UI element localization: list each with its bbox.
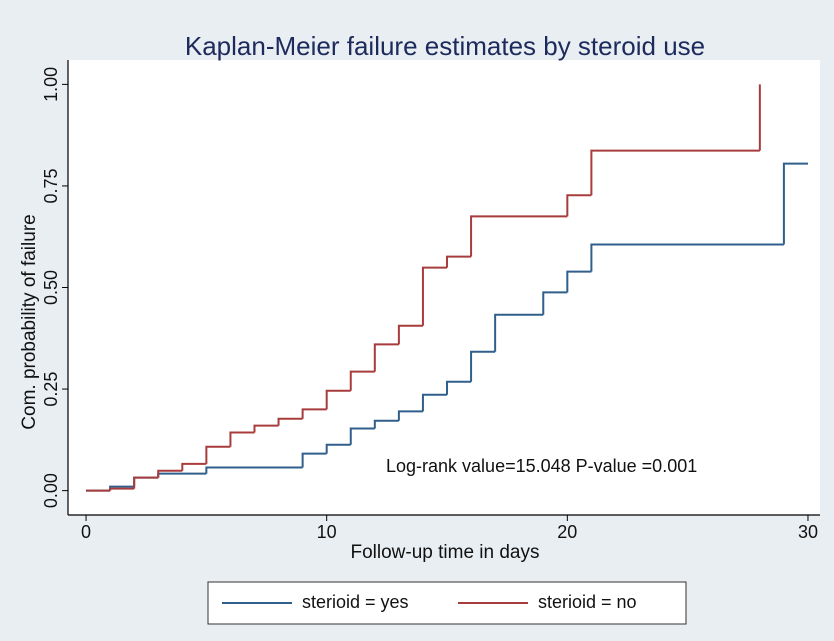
- step-segment: [397, 410, 423, 421]
- step-segment: [494, 313, 544, 352]
- step-segment: [205, 445, 231, 464]
- step-segment: [157, 469, 183, 478]
- step-segment: [397, 324, 423, 345]
- step-segment: [566, 194, 592, 217]
- step-segment: [373, 343, 399, 372]
- step-segment: [590, 243, 784, 272]
- x-tick-label: 10: [317, 522, 337, 542]
- step-segment: [301, 408, 327, 419]
- y-tick-label: 0.25: [41, 372, 61, 407]
- step-segment: [421, 266, 448, 326]
- step-segment: [109, 487, 135, 491]
- step-segment: [782, 162, 808, 245]
- step-segment: [277, 417, 303, 426]
- y-tick-label: 0.50: [41, 270, 61, 305]
- y-tick-label: 1.00: [41, 67, 61, 102]
- y-tick-label: 0.75: [41, 168, 61, 203]
- x-tick-label: 30: [798, 522, 818, 542]
- chart-title: Kaplan-Meier failure estimates by steroi…: [185, 31, 705, 61]
- step-segment: [470, 350, 496, 382]
- x-tick-label: 20: [557, 522, 577, 542]
- x-tick-label: 0: [81, 522, 91, 542]
- step-segment: [301, 452, 327, 468]
- step-segment: [133, 476, 159, 489]
- step-segment: [181, 462, 207, 471]
- step-segment: [566, 270, 592, 293]
- y-tick-label: 0.00: [41, 473, 61, 508]
- legend-label: sterioid = yes: [302, 592, 409, 612]
- legend-label: sterioid = no: [538, 592, 637, 612]
- step-segment: [590, 149, 760, 196]
- x-axis-label: Follow-up time in days: [350, 542, 539, 563]
- step-segment: [446, 380, 472, 395]
- step-segment: [229, 431, 255, 447]
- plot-area: [68, 60, 820, 515]
- step-segment: [325, 389, 351, 410]
- step-segment: [349, 427, 375, 445]
- step-segment: [253, 424, 279, 433]
- step-segment: [542, 291, 568, 315]
- step-segment: [470, 215, 568, 257]
- step-segment: [349, 370, 375, 391]
- annotation: Log-rank value=15.048 P-value =0.001: [386, 456, 697, 476]
- step-segment: [205, 466, 303, 474]
- step-segment: [325, 443, 351, 454]
- step-segment: [446, 255, 472, 268]
- y-axis-label: Com. probability of failure: [19, 214, 40, 429]
- step-segment: [421, 393, 448, 412]
- step-segment: [373, 419, 399, 429]
